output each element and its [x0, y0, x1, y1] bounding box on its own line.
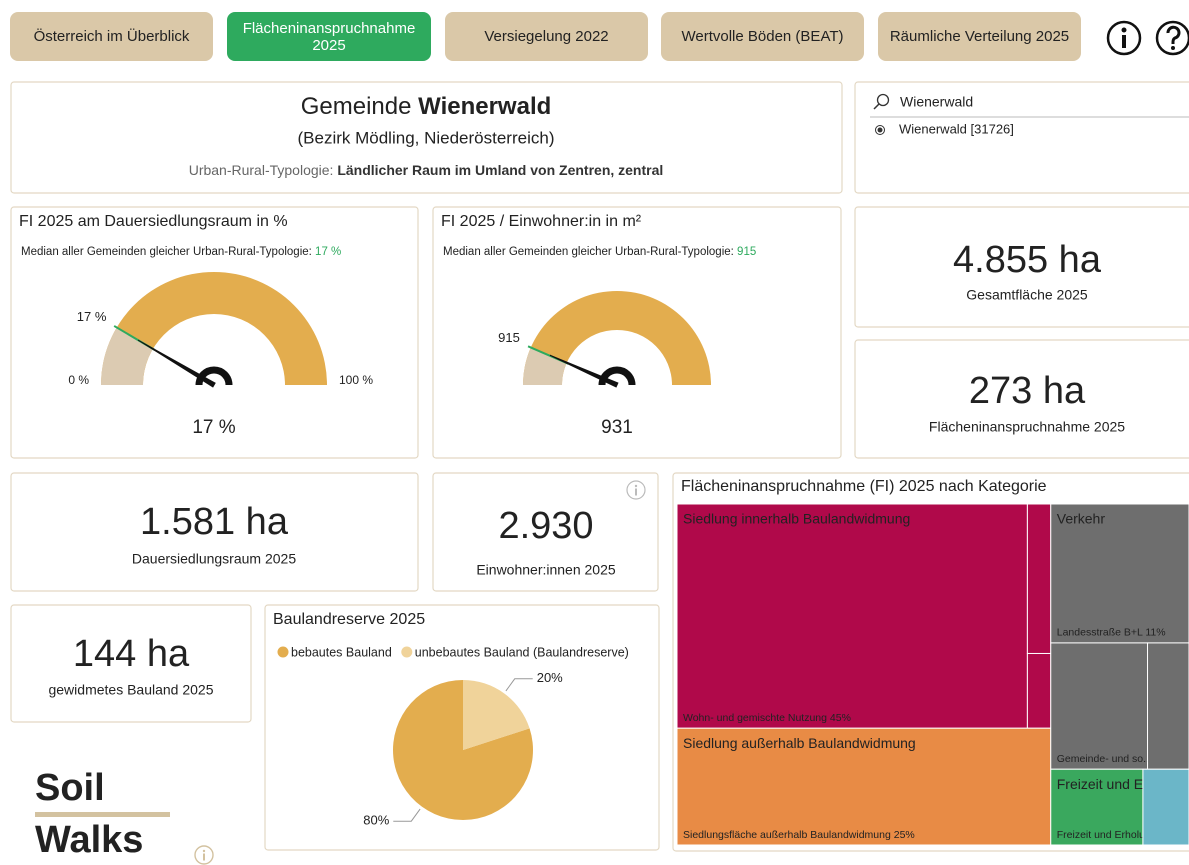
search-icon	[873, 103, 880, 110]
nav-tab[interactable]: Räumliche Verteilung 2025	[878, 12, 1081, 61]
gauge-tick-label: 0 %	[68, 373, 89, 387]
search-option[interactable]: Wienerwald [31726]	[899, 121, 1014, 136]
kpi-label: Einwohner:innen 2025	[476, 562, 616, 578]
pie-label: 80%	[363, 813, 389, 828]
cell-label: Gemeinde- und so...	[1057, 753, 1152, 765]
search-panel	[854, 81, 1189, 194]
gauge-hub	[598, 366, 636, 386]
municipality-title: Gemeinde Wienerwald	[301, 93, 552, 120]
nav-tab-active[interactable]: Flächeninanspruchnahme 2025	[227, 12, 431, 61]
kpi-panel	[10, 472, 419, 592]
kpi-value: 144 ha	[73, 633, 190, 675]
radio[interactable]	[875, 125, 885, 135]
kpi-label: Flächeninanspruchnahme 2025	[929, 419, 1125, 435]
name: Wienerwald	[418, 93, 551, 120]
treemap-cell	[1142, 768, 1189, 846]
logo-bar	[35, 812, 170, 817]
cell-label: Landesstraße B+L 11%	[1057, 627, 1166, 639]
treemap-cell	[1147, 642, 1189, 770]
pie-title: Baulandreserve 2025	[273, 611, 425, 628]
gauge-value: 17 %	[192, 417, 235, 438]
treemap-cell	[1050, 768, 1144, 846]
info-icon[interactable]	[1106, 20, 1142, 56]
legend-label: bebautes Bauland	[291, 645, 392, 659]
kpi-label: Dauersiedlungsraum 2025	[132, 551, 296, 567]
pie-label: 20%	[537, 670, 563, 685]
gauge-subtitle: Median aller Gemeinden gleicher Urban-Ru…	[21, 246, 341, 258]
legend-marker	[277, 646, 289, 658]
cell-label: Wohn- und gemischte Nutzung 45%	[683, 712, 851, 724]
search-icon	[876, 93, 890, 107]
treemap-cell	[1050, 642, 1149, 770]
gauge-title: FI 2025 am Dauersiedlungsraum in %	[19, 213, 288, 230]
gauge-title: FI 2025 / Einwohner:in in m²	[441, 213, 642, 230]
gauge-background	[523, 291, 711, 385]
gauge-panel	[10, 206, 419, 459]
kpi-value: 1.581 ha	[140, 501, 289, 543]
group-label: Siedlung außerhalb Baulandwidmung	[683, 735, 916, 751]
search-input[interactable]: Wienerwald	[900, 94, 973, 110]
logo-text: Soil	[35, 767, 105, 809]
treemap-title: Flächeninanspruchnahme (FI) 2025 nach Ka…	[681, 478, 1047, 495]
typology-value: Ländlicher Raum im Umland von Zentren, z…	[337, 162, 663, 178]
kpi-label: Gesamtfläche 2025	[966, 287, 1088, 303]
header-panel	[10, 81, 843, 194]
treemap-cell	[1026, 503, 1052, 654]
help-icon[interactable]	[1155, 20, 1189, 56]
nav-tab[interactable]: Wertvolle Böden (BEAT)	[661, 12, 864, 61]
group-label: Verkehr	[1057, 511, 1106, 527]
treemap-cell	[676, 727, 1052, 846]
kpi-label: gewidmetes Bauland 2025	[48, 682, 213, 698]
leader-line	[393, 808, 421, 822]
group-label: Freizeit und Er...	[1057, 776, 1159, 792]
pie-slice	[393, 680, 533, 820]
median-label: 17 %	[77, 309, 107, 324]
cell-label: Siedlungsfläche außerhalb Baulandwidmung…	[683, 829, 915, 841]
legend-label: unbebautes Bauland (Baulandreserve)	[415, 645, 629, 659]
leader-line	[505, 678, 533, 692]
gauge-needle	[137, 339, 216, 388]
subtitle-text: Median aller Gemeinden gleicher Urban-Ru…	[443, 246, 734, 258]
kpi-panel	[854, 339, 1189, 459]
median-value: 915	[737, 246, 756, 258]
radio-dot	[877, 127, 883, 133]
legend-marker	[401, 646, 413, 658]
info-icon[interactable]	[194, 845, 214, 865]
treemap-cell	[676, 503, 1028, 729]
group-label: Siedlung innerhalb Baulandwidmung	[683, 511, 910, 527]
typology-label: Urban-Rural-Typologie:	[189, 162, 334, 178]
kpi-panel	[854, 206, 1189, 328]
gauge-tick-label: 100 %	[339, 373, 373, 387]
nav-tab[interactable]: Versiegelung 2022	[445, 12, 648, 61]
gauge-hub	[195, 366, 233, 386]
info-icon[interactable]	[626, 480, 646, 500]
kpi-panel	[10, 604, 252, 723]
prefix: Gemeinde	[301, 93, 412, 120]
pie-slice	[463, 680, 530, 750]
nav-tab[interactable]: Österreich im Überblick	[10, 12, 213, 61]
gauge-subtitle: Median aller Gemeinden gleicher Urban-Ru…	[443, 246, 756, 258]
cell-label: Freizeit und Erholu...	[1057, 829, 1154, 841]
kpi-value: 273 ha	[969, 370, 1086, 412]
kpi-panel	[432, 472, 659, 592]
gauge-value: 931	[601, 417, 633, 438]
typology: Urban-Rural-Typologie: Ländlicher Raum i…	[189, 162, 664, 178]
treemap-cell	[1026, 652, 1052, 729]
kpi-value: 4.855 ha	[953, 239, 1102, 281]
gauge-background	[101, 272, 327, 385]
median-value: 17 %	[315, 246, 341, 258]
treemap-cell	[1050, 503, 1189, 644]
gauge-fill	[523, 346, 567, 385]
kpi-value: 2.930	[498, 505, 593, 547]
logo-text: Walks	[35, 819, 143, 861]
median-label: 915	[498, 330, 520, 345]
district: (Bezirk Mödling, Niederösterreich)	[298, 128, 555, 147]
subtitle-text: Median aller Gemeinden gleicher Urban-Ru…	[21, 246, 312, 258]
